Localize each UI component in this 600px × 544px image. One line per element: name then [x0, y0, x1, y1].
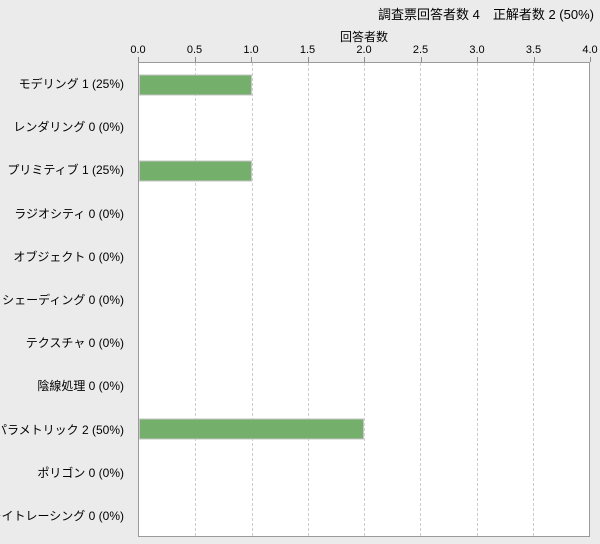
bar-row	[139, 106, 589, 149]
category-label: 陰線処理 0 (0%)	[37, 379, 124, 394]
bar	[139, 418, 364, 439]
gridline	[532, 63, 534, 536]
bar-row	[139, 321, 589, 364]
bar-row	[139, 192, 589, 235]
gridline	[251, 63, 253, 536]
gridline	[307, 63, 309, 536]
category-label: ラジオシティ 0 (0%)	[14, 206, 124, 221]
category-label: シェーディング 0 (0%)	[2, 293, 124, 308]
x-tick-label: 3.5	[525, 44, 542, 56]
x-tick-label: 2.0	[356, 44, 372, 56]
category-label: テクスチャ 0 (0%)	[25, 336, 124, 351]
gridline	[420, 63, 422, 536]
category-label: パラメトリック 2 (50%)	[0, 422, 124, 437]
category-label: モデリング 1 (25%)	[18, 77, 124, 92]
bar-row	[139, 63, 589, 106]
bar-row	[139, 278, 589, 321]
x-tick-label: 4.0	[582, 44, 598, 56]
x-tick-mark	[590, 57, 591, 62]
x-tick-mark	[138, 57, 139, 62]
bar	[139, 74, 252, 95]
bar-row	[139, 407, 589, 450]
x-tick-label: 0.5	[186, 44, 203, 56]
x-tick-mark	[364, 57, 365, 62]
bar-row	[139, 235, 589, 278]
bar-row	[139, 149, 589, 192]
category-label: レイトレーシング 0 (0%)	[0, 508, 124, 523]
x-tick-mark	[533, 57, 535, 62]
gridline	[195, 63, 197, 536]
chart-title: 調査票回答者数 4 正解者数 2 (50%)	[378, 7, 594, 22]
gridline	[364, 63, 365, 536]
x-tick-label: 2.5	[412, 44, 429, 56]
bar-row	[139, 364, 589, 407]
x-tick-mark	[420, 57, 422, 62]
category-axis: モデリング 1 (25%) レンダリング 0 (0%) プリミティブ 1 (25%)…	[0, 62, 131, 537]
x-tick-mark	[477, 57, 478, 62]
plot-rows	[139, 63, 589, 536]
x-axis-title: 回答者数	[339, 30, 388, 44]
plot-area	[138, 62, 590, 537]
x-tick-label: 0.0	[130, 44, 146, 56]
category-label: プリミティブ 1 (25%)	[7, 163, 124, 178]
x-tick-mark	[194, 57, 196, 62]
bar-row	[139, 450, 589, 493]
category-label: レンダリング 0 (0%)	[13, 120, 124, 135]
bar-row	[139, 493, 589, 536]
x-tick-mark	[307, 57, 309, 62]
x-tick-label: 1.5	[299, 44, 316, 56]
bar	[139, 160, 252, 181]
category-label: ポリゴン 0 (0%)	[37, 465, 124, 480]
x-tick-label: 3.0	[469, 44, 485, 56]
gridline	[476, 63, 478, 536]
category-label: オブジェクト 0 (0%)	[13, 249, 124, 264]
x-tick-mark	[251, 57, 252, 62]
x-tick-label: 1.0	[243, 44, 259, 56]
